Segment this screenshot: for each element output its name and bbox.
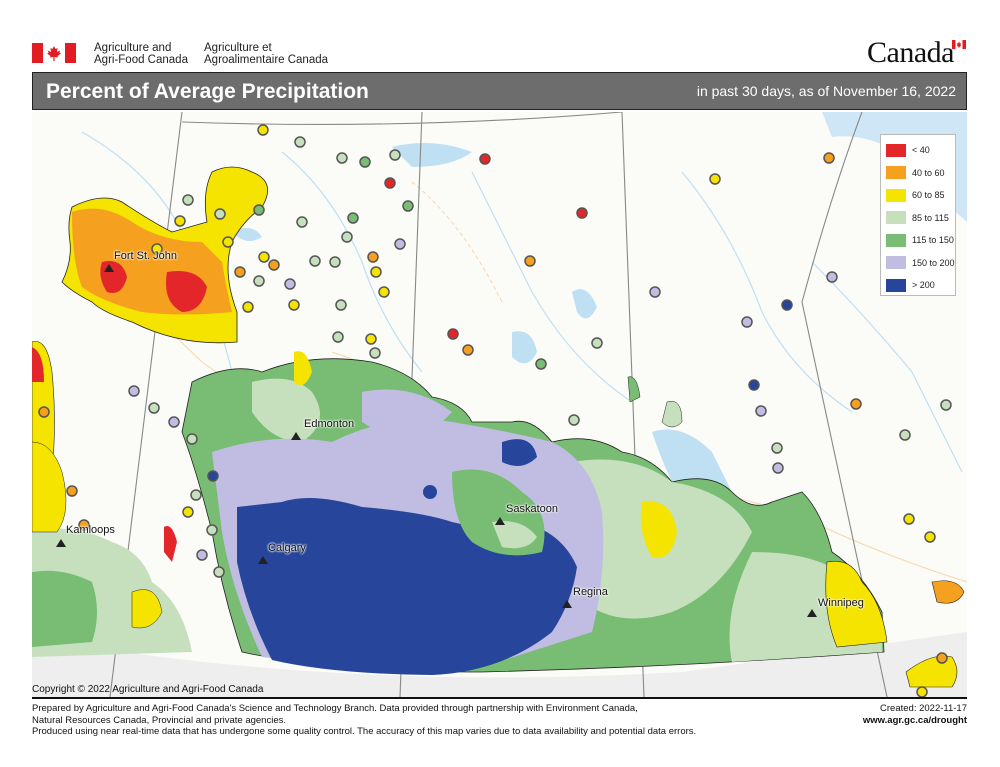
city-marker-icon — [562, 600, 572, 608]
city-label-edmonton: Edmonton — [304, 418, 355, 430]
drought-url-link[interactable]: www.agr.gc.ca/drought — [862, 714, 967, 726]
map-title: Percent of Average Precipitation — [46, 80, 369, 103]
legend-item: 40 to 60 — [886, 162, 955, 185]
city-label-saskatoon: Saskatoon — [506, 503, 558, 515]
city-marker-icon — [495, 517, 505, 525]
city-label-winnipeg: Winnipeg — [818, 597, 864, 609]
copyright-notice: Copyright © 2022 Agriculture and Agri-Fo… — [32, 684, 264, 695]
title-bar: Percent of Average Precipitation in past… — [32, 72, 967, 110]
legend-swatch — [886, 211, 906, 225]
footer-credits: Prepared by Agriculture and Agri-Food Ca… — [32, 703, 697, 737]
station-markers — [38, 124, 952, 697]
canada-flag-icon — [32, 43, 76, 63]
legend-swatch — [886, 166, 906, 180]
precipitation-map: Fort St. John Edmonton Kamloops Calgary … — [32, 112, 967, 697]
department-name-fr: Agriculture et Agroalimentaire Canada — [204, 42, 329, 66]
legend-item: 60 to 85 — [886, 184, 955, 207]
city-marker-icon — [291, 432, 301, 440]
legend-item: 85 to 115 — [886, 207, 955, 230]
legend-item: 150 to 200 — [886, 252, 955, 275]
legend-swatch — [886, 143, 906, 157]
map-legend: < 40 40 to 60 60 to 85 85 to 115 115 to … — [880, 134, 956, 296]
legend-item: < 40 — [886, 139, 955, 162]
legend-item: > 200 — [886, 274, 955, 297]
city-label-kamloops: Kamloops — [66, 524, 115, 536]
city-marker-icon — [104, 264, 114, 272]
city-label-regina: Regina — [573, 586, 608, 598]
legend-swatch — [886, 233, 906, 247]
legend-swatch — [886, 278, 906, 292]
city-marker-icon — [56, 539, 66, 547]
wordmark-flag-icon — [952, 40, 966, 49]
city-label-fort-st-john: Fort St. John — [114, 250, 177, 262]
legend-swatch — [886, 256, 906, 270]
department-name-en: Agriculture and Agri-Food Canada — [94, 42, 188, 66]
city-marker-icon — [807, 609, 817, 617]
map-graphic — [32, 112, 967, 697]
canada-wordmark: Canada — [867, 36, 954, 69]
city-label-calgary: Calgary — [268, 542, 306, 554]
city-marker-icon — [258, 556, 268, 564]
legend-swatch — [886, 188, 906, 202]
footer-divider — [32, 697, 967, 699]
legend-item: 115 to 150 — [886, 229, 955, 252]
footer-meta: Created: 2022-11-17 www.agr.gc.ca/drough… — [863, 703, 967, 726]
map-subtitle: in past 30 days, as of November 16, 2022 — [696, 83, 956, 99]
created-date: Created: 2022-11-17 — [880, 703, 967, 714]
